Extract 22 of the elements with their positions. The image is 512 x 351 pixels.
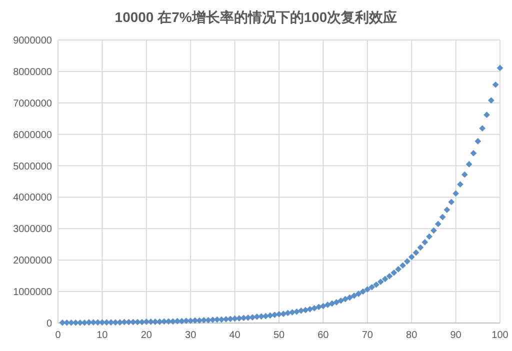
x-tick-label: 10 <box>96 330 108 341</box>
x-tick-label: 60 <box>318 330 330 341</box>
x-tick-label: 50 <box>273 330 285 341</box>
x-tick-label: 30 <box>185 330 197 341</box>
y-tick-label: 5000000 <box>13 161 52 172</box>
x-tick-label: 0 <box>55 330 62 341</box>
x-tick-label: 40 <box>229 330 241 341</box>
y-tick-label: 0 <box>46 318 52 330</box>
y-tick-label: 4000000 <box>13 192 52 204</box>
x-tick-label: 100 <box>492 330 509 341</box>
y-tick-label: 2000000 <box>13 256 52 267</box>
y-tick-label: 1000000 <box>13 287 52 298</box>
x-tick-label: 20 <box>140 330 152 341</box>
chart-title: 10000 在7%增长率的情况下的100次复利效应 <box>114 9 398 25</box>
y-tick-label: 8000000 <box>13 66 52 78</box>
y-tick-label: 3000000 <box>13 224 52 236</box>
y-tick-label: 6000000 <box>13 130 52 141</box>
x-tick-label: 80 <box>406 330 418 341</box>
x-tick-label: 70 <box>362 330 374 341</box>
y-tick-label: 9000000 <box>13 36 52 46</box>
y-tick-label: 7000000 <box>13 98 52 110</box>
x-tick-label: 90 <box>450 330 462 341</box>
